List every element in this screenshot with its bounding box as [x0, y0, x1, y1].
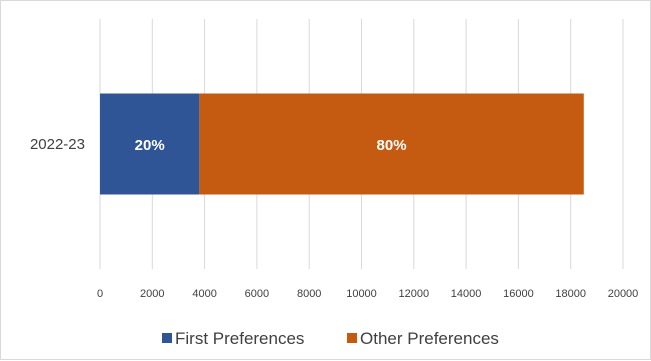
y-axis-categories: 2022-23 — [30, 136, 85, 153]
bar-segment-first-preferences — [100, 93, 200, 195]
legend: First Preferences Other Preferences — [162, 329, 499, 348]
x-axis-ticks: 0 2000 4000 6000 8000 10000 12000 14000 16000 180… — [97, 288, 638, 300]
legend-label: Other Preferences — [360, 329, 499, 348]
data-label: 20% — [135, 137, 165, 154]
category-label: 2022-23 — [30, 136, 85, 153]
legend-swatch — [162, 333, 172, 343]
x-tick-label: 2000 — [140, 288, 164, 300]
x-tick-label: 0 — [97, 288, 103, 300]
x-tick-label: 20000 — [608, 288, 639, 300]
x-tick-label: 14000 — [451, 288, 482, 300]
x-tick-label: 16000 — [503, 288, 534, 300]
x-tick-label: 10000 — [346, 288, 377, 300]
x-tick-label: 18000 — [555, 288, 586, 300]
x-tick-label: 6000 — [245, 288, 269, 300]
legend-label: First Preferences — [175, 329, 304, 348]
bar-segment-other-preferences — [199, 93, 584, 195]
x-tick-label: 8000 — [297, 288, 321, 300]
bars: 20% 80% — [100, 93, 584, 195]
x-tick-label: 4000 — [192, 288, 216, 300]
data-label: 80% — [377, 137, 407, 154]
legend-swatch — [347, 333, 357, 343]
x-tick-label: 12000 — [399, 288, 430, 300]
